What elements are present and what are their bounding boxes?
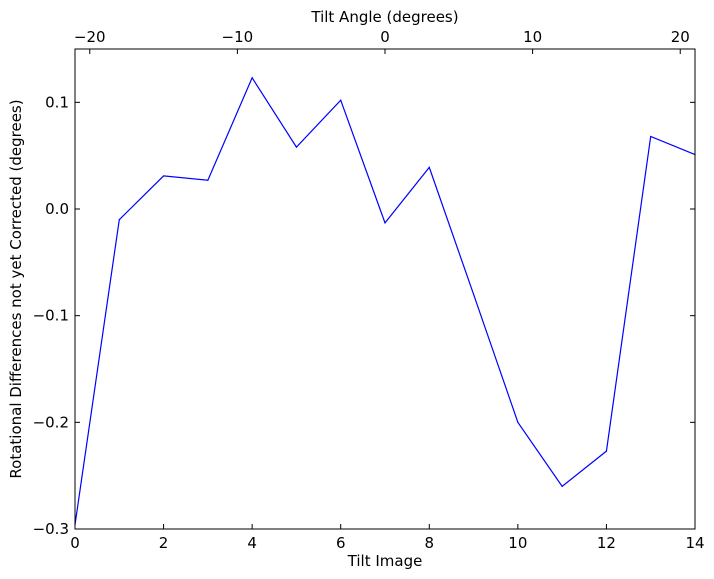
x-axis-label: Tilt Image [347, 552, 423, 570]
y-tick-label: −0.1 [33, 307, 69, 325]
top-tick-label: 20 [671, 28, 690, 46]
top-tick-label: 0 [380, 28, 390, 46]
plot-frame [74, 48, 696, 530]
data-point [162, 175, 165, 177]
data-point [561, 485, 563, 487]
data-point [207, 179, 209, 181]
data-point [517, 421, 519, 423]
series-line [74, 76, 696, 525]
y-tick-label: −0.3 [33, 520, 69, 538]
top-axis-label: Tilt Angle (degrees) [310, 8, 458, 26]
data-point [118, 219, 120, 221]
x-tick-label: 2 [159, 534, 169, 552]
y-axis-label: Rotational Differences not yet Corrected… [7, 99, 25, 478]
data-point [428, 166, 430, 168]
y-tick-label: −0.2 [33, 413, 69, 431]
x-tick-label: 14 [685, 534, 704, 552]
y-tick-label: 0.0 [45, 200, 69, 218]
data-point [472, 293, 475, 295]
x-tick-label: 12 [597, 534, 616, 552]
data-point [650, 135, 652, 138]
data-point [295, 146, 298, 148]
top-tick-label: −20 [74, 28, 106, 46]
y-tick-label: 0.1 [45, 93, 69, 111]
top-tick-label: 10 [523, 28, 542, 46]
data-point [384, 222, 386, 224]
top-tick-label: −10 [222, 28, 254, 46]
data-point [605, 450, 608, 452]
data-point [251, 77, 253, 79]
x-tick-label: 8 [425, 534, 435, 552]
x-tick-label: 0 [70, 534, 80, 552]
x-tick-label: 4 [247, 534, 257, 552]
axis-ticks [74, 49, 696, 530]
x-tick-label: 10 [508, 534, 527, 552]
data-point [340, 99, 342, 101]
tick-labels: 0 2 4 6 8 10 12 14 −20 −10 0 10 20 −0.3 −0.2 −0.1 0.0 0.1 [33, 28, 705, 552]
x-tick-label: 6 [336, 534, 346, 552]
plot-area [74, 76, 696, 526]
